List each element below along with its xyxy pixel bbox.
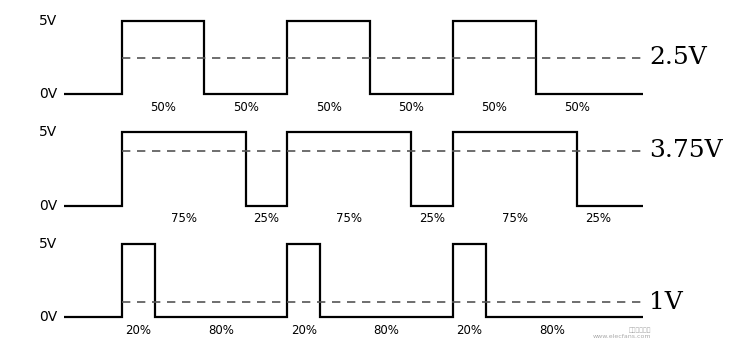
Text: 75%: 75%	[337, 212, 362, 225]
Text: 0V: 0V	[39, 310, 57, 324]
Text: 5V: 5V	[39, 125, 57, 139]
Text: 50%: 50%	[399, 101, 424, 114]
Text: 0V: 0V	[39, 199, 57, 213]
Text: 50%: 50%	[316, 101, 342, 114]
Text: 0V: 0V	[39, 87, 57, 101]
Text: 25%: 25%	[419, 212, 445, 225]
Text: 75%: 75%	[502, 212, 528, 225]
Text: 80%: 80%	[208, 324, 234, 337]
Text: 75%: 75%	[171, 212, 197, 225]
Text: 50%: 50%	[564, 101, 590, 114]
Text: 3.75V: 3.75V	[649, 139, 723, 162]
Text: 20%: 20%	[456, 324, 482, 337]
Text: 80%: 80%	[539, 324, 565, 337]
Text: 25%: 25%	[585, 212, 610, 225]
Text: 50%: 50%	[481, 101, 507, 114]
Text: 20%: 20%	[125, 324, 151, 337]
Text: 5V: 5V	[39, 14, 57, 28]
Text: 50%: 50%	[233, 101, 259, 114]
Text: 25%: 25%	[254, 212, 280, 225]
Text: 电子技术交流
www.elecfans.com: 电子技术交流 www.elecfans.com	[592, 328, 651, 339]
Text: 2.5V: 2.5V	[649, 46, 707, 69]
Text: 1V: 1V	[649, 291, 683, 314]
Text: 50%: 50%	[150, 101, 176, 114]
Text: 20%: 20%	[291, 324, 316, 337]
Text: 80%: 80%	[373, 324, 399, 337]
Text: 5V: 5V	[39, 237, 57, 251]
